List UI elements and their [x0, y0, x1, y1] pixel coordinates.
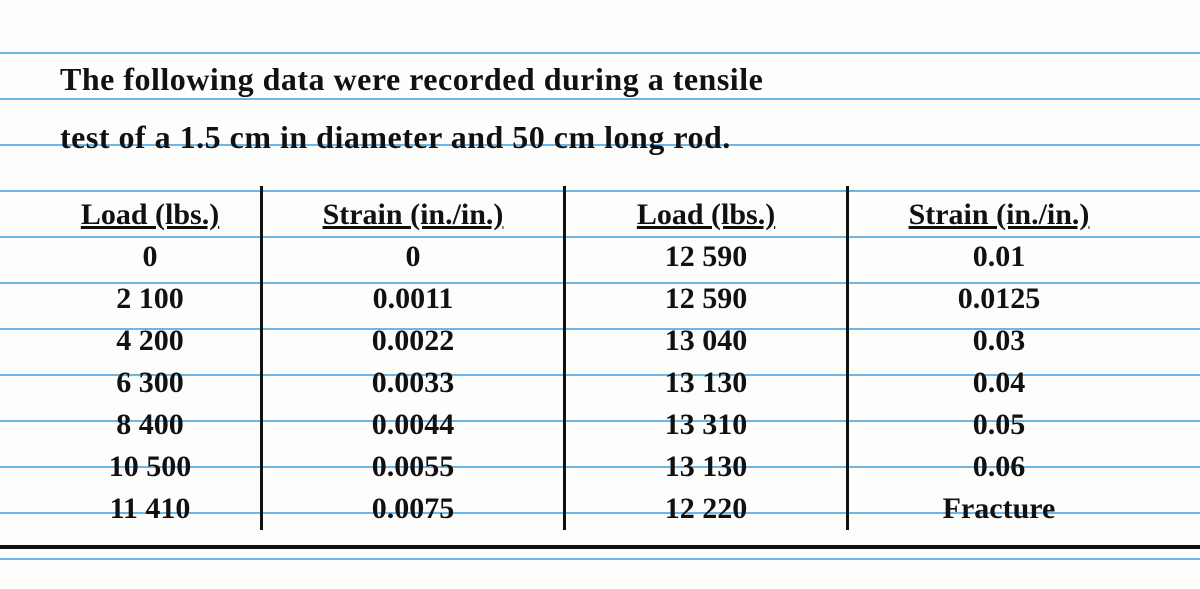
- table-col-2: Strain (in./in.)00.00110.00220.00330.004…: [263, 186, 563, 530]
- table-header: Load (lbs.): [584, 186, 828, 236]
- table-cell: 12 220: [584, 488, 828, 530]
- table-cell: 0.0033: [281, 362, 545, 404]
- table-cell: 11 410: [58, 488, 242, 530]
- intro-line-2: test of a 1.5 cm in diameter and 50 cm l…: [60, 108, 1160, 166]
- table-cell: 10 500: [58, 446, 242, 488]
- table-col-3: Load (lbs.)12 59012 59013 04013 13013 31…: [566, 186, 846, 530]
- table-cell: 2 100: [58, 278, 242, 320]
- table-cell: 13 040: [584, 320, 828, 362]
- table-cell: 13 130: [584, 362, 828, 404]
- table-bottom-rule: [0, 545, 1200, 549]
- table-cell: 0.0044: [281, 404, 545, 446]
- table-cell: 0.06: [867, 446, 1131, 488]
- table-header: Strain (in./in.): [867, 186, 1131, 236]
- intro-line-1: The following data were recorded during …: [60, 50, 1160, 108]
- table-cell: 0: [281, 236, 545, 278]
- table-col-1: Load (lbs.)02 1004 2006 3008 40010 50011…: [40, 186, 260, 530]
- table-cell: 0.05: [867, 404, 1131, 446]
- table-cell: Fracture: [867, 488, 1131, 530]
- table-cell: 0.0075: [281, 488, 545, 530]
- table-cell: 0.0125: [867, 278, 1131, 320]
- table-header: Load (lbs.): [58, 186, 242, 236]
- table-cell: 0.0011: [281, 278, 545, 320]
- table-cell: 13 310: [584, 404, 828, 446]
- data-table: Load (lbs.)02 1004 2006 3008 40010 50011…: [40, 186, 1160, 530]
- table-header: Strain (in./in.): [281, 186, 545, 236]
- table-cell: 12 590: [584, 236, 828, 278]
- table-cell: 12 590: [584, 278, 828, 320]
- table-cell: 6 300: [58, 362, 242, 404]
- table-col-4: Strain (in./in.)0.010.01250.030.040.050.…: [849, 186, 1149, 530]
- intro-text: The following data were recorded during …: [60, 50, 1160, 166]
- table-cell: 0: [58, 236, 242, 278]
- table-cell: 0.0022: [281, 320, 545, 362]
- table-cell: 8 400: [58, 404, 242, 446]
- table-cell: 0.0055: [281, 446, 545, 488]
- table-cell: 0.03: [867, 320, 1131, 362]
- table-cell: 13 130: [584, 446, 828, 488]
- table-cell: 0.01: [867, 236, 1131, 278]
- table-cell: 4 200: [58, 320, 242, 362]
- table-cell: 0.04: [867, 362, 1131, 404]
